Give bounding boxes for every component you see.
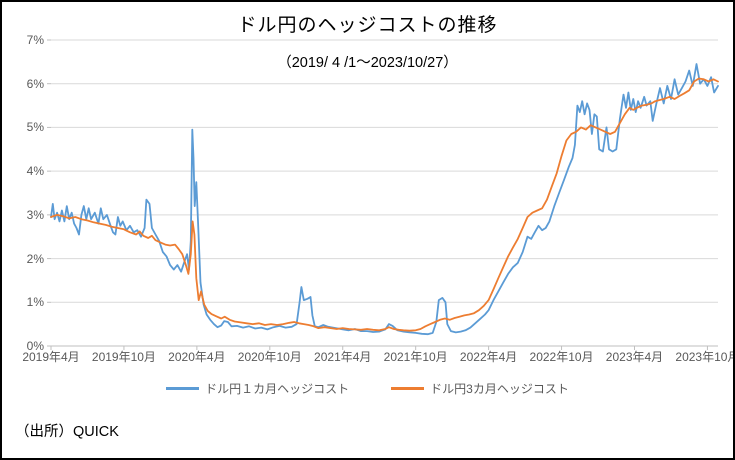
y-tick-label: 6%: [26, 76, 44, 91]
source-note: （出所）QUICK: [15, 424, 119, 440]
legend-label-3m: ドル円3カ月ヘッジコスト: [430, 382, 569, 396]
y-tick-label: 1%: [26, 295, 44, 310]
x-tick-label: 2021年4月: [314, 350, 372, 364]
chart-subtitle: （2019/ 4 /1～2023/10/27）: [277, 55, 458, 71]
chart-title: ドル円のヘッジコストの推移: [237, 15, 498, 36]
x-tick-label: 2023年10月: [675, 350, 735, 364]
y-tick-label: 7%: [26, 33, 44, 47]
legend-item-usd-jpy-3m: ドル円3カ月ヘッジコスト: [391, 380, 569, 397]
legend-line-marker-1m-icon: [166, 387, 200, 390]
chart-legend: ドル円１カ月ヘッジコスト ドル円3カ月ヘッジコスト: [2, 380, 733, 397]
x-tick-label: 2019年4月: [22, 350, 80, 364]
series-line-1m: [50, 63, 719, 336]
y-tick-label: 0%: [26, 339, 44, 353]
x-tick-label: 2020年4月: [168, 350, 226, 364]
x-tick-label: 2022年4月: [459, 350, 518, 364]
y-tick-label: 4%: [26, 164, 44, 179]
x-tick-label: 2020年10月: [237, 350, 302, 364]
y-tick-label: 3%: [26, 207, 44, 222]
y-tick-label: 2%: [26, 251, 44, 266]
x-tick-label: 2019年10月: [91, 350, 156, 364]
x-tick-label: 2023年4月: [605, 350, 664, 364]
x-tick-label: 2022年10月: [529, 350, 594, 364]
x-tick-label: 2021年10月: [383, 350, 448, 364]
series-line-3m: [50, 77, 719, 332]
legend-label-1m: ドル円１カ月ヘッジコスト: [205, 382, 350, 396]
legend-item-usd-jpy-1m: ドル円１カ月ヘッジコスト: [166, 380, 349, 397]
y-tick-label: 5%: [26, 120, 44, 135]
legend-line-marker-3m-icon: [391, 387, 425, 390]
